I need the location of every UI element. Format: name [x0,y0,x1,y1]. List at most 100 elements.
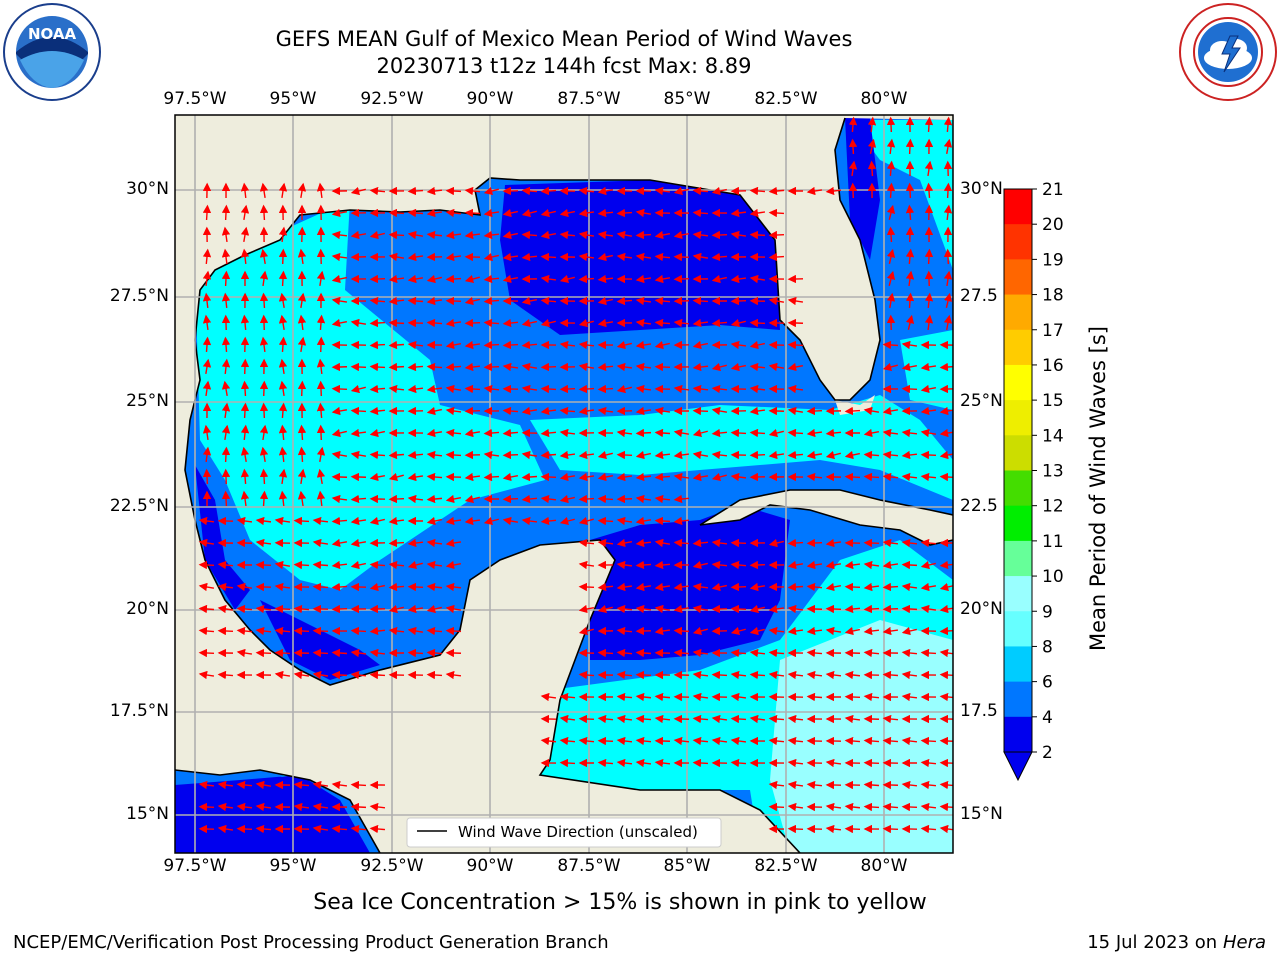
wave-direction-arrow [673,252,690,262]
wave-direction-arrow [635,318,652,328]
wave-direction-arrow [236,516,253,526]
wave-direction-arrow [221,204,231,221]
wave-direction-arrow [350,670,367,680]
wave-direction-arrow [540,186,557,196]
wave-direction-arrow [464,428,481,438]
wave-direction-arrow [749,626,765,636]
wave-direction-arrow [540,296,557,306]
wave-direction-arrow [768,230,785,240]
colorbar-segment [1004,470,1032,507]
wave-region-atlantic-cyan [850,120,953,270]
wave-direction-arrow [274,516,291,526]
wave-direction-arrow [388,604,404,614]
wave-direction-arrow [692,626,708,636]
wave-direction-arrow [711,362,727,372]
lat-label-left: 17.5°N [109,701,169,721]
wave-direction-arrow [768,296,785,306]
wave-direction-arrow [578,494,595,504]
wave-direction-arrow [350,824,367,834]
wave-direction-arrow [388,208,405,218]
wave-direction-arrow [316,358,326,375]
wave-direction-arrow [240,226,250,243]
wave-direction-arrow [426,296,443,306]
wave-direction-arrow [886,182,896,199]
wave-direction-arrow [331,824,348,834]
wave-direction-arrow [673,296,690,306]
wave-direction-arrow [521,318,537,328]
wave-direction-arrow [616,626,633,636]
wave-direction-arrow [905,204,915,221]
wave-direction-arrow [673,186,689,196]
wave-direction-arrow [388,494,405,504]
wave-direction-arrow [217,780,234,790]
wave-direction-arrow [502,516,519,526]
lat-label-left: 20°N [126,599,169,619]
colorbar-tick-label: 19 [1042,250,1064,270]
wave-direction-arrow [943,270,953,287]
wave-direction-arrow [787,384,804,394]
wave-direction-arrow [635,538,652,548]
wave-direction-arrow [844,626,860,636]
wave-direction-arrow [673,318,690,328]
wave-direction-arrow [445,582,462,592]
wave-direction-arrow [198,516,215,526]
wave-direction-arrow [316,468,326,485]
wave-direction-arrow [278,270,288,287]
colorbar-title: Mean Period of Wind Waves [s] [1086,326,1110,651]
lat-label-left: 25°N [126,391,169,411]
wave-direction-arrow [711,560,728,570]
wave-direction-arrow [426,208,443,218]
wave-direction-arrow [616,670,633,680]
wave-direction-arrow [278,468,288,485]
wave-direction-arrow [882,450,899,460]
lon-label-top: 85°W [663,89,711,109]
wave-direction-arrow [259,270,269,287]
wave-direction-arrow [426,406,442,416]
wave-direction-arrow [920,538,937,548]
wave-direction-arrow [844,824,861,834]
wave-direction-arrow [635,714,652,724]
wave-direction-arrow [578,626,594,636]
wave-direction-arrow [825,824,842,834]
lon-label-top: 92.5°W [360,89,424,109]
wave-direction-arrow [297,336,307,353]
wave-direction-arrow [483,384,500,394]
wave-direction-arrow [578,208,595,218]
wave-direction-arrow [426,384,443,394]
wave-direction-arrow [255,802,272,812]
legend-label: Wind Wave Direction (unscaled) [458,823,698,841]
wave-direction-arrow [297,292,307,309]
wave-direction-arrow [711,714,728,724]
wave-direction-arrow [787,340,804,350]
wave-direction-arrow [901,538,918,548]
wave-direction-arrow [901,428,918,438]
wave-direction-arrow [882,604,899,614]
wave-direction-arrow [787,582,804,592]
wave-direction-arrow [331,494,348,504]
wave-direction-arrow [768,252,785,262]
wave-direction-arrow [407,252,424,262]
wave-direction-arrow [388,384,405,394]
wave-direction-arrow [388,252,405,262]
wave-direction-arrow [578,736,595,746]
wave-direction-arrow [297,314,307,331]
colorbar-segment [1004,611,1032,647]
wave-direction-arrow [426,670,443,680]
wave-direction-arrow [867,160,877,177]
lon-label-top: 80°W [860,89,908,109]
wave-direction-arrow [920,362,937,372]
wave-direction-arrow [350,450,367,460]
wave-direction-arrow [749,670,766,680]
wave-direction-arrow [635,406,652,416]
wave-direction-arrow [221,248,231,265]
wave-direction-arrow [259,446,269,463]
wave-direction-arrow [616,208,633,218]
wave-direction-arrow [924,314,934,331]
colorbar-segment [1004,435,1032,471]
wave-direction-arrow [730,626,746,636]
wave-direction-arrow [635,208,652,218]
wave-direction-arrow [540,274,557,284]
wave-direction-arrow [635,230,652,240]
wave-direction-arrow [559,692,576,702]
wave-direction-arrow [274,648,291,658]
